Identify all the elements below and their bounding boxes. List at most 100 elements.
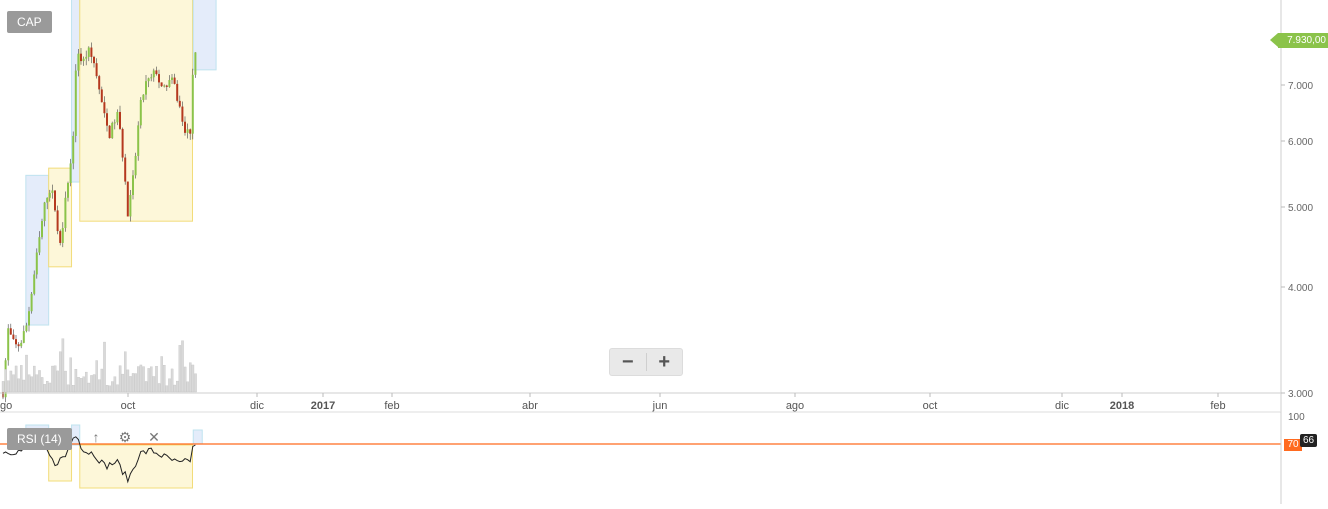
candles [2,42,197,403]
y-tick-label: 3.000 [1288,389,1313,400]
candle-body [145,81,147,95]
volume-bar [40,377,44,393]
candle-body [124,157,127,182]
volume-bar [20,365,23,393]
candle-body [54,190,56,211]
candle-body [30,293,33,312]
candle-body [155,70,158,75]
volume-bar [144,381,148,393]
volume-bar [181,340,184,393]
candle-body [77,53,80,71]
candle-body [150,77,153,79]
candle-body [142,94,145,100]
x-tick-label: jun [652,400,668,412]
y-tick-label: 7.000 [1288,81,1313,92]
candle-body [28,311,30,326]
x-tick-label: oct [923,400,938,412]
zoom-out-button[interactable]: − [621,350,634,373]
candle-body [80,53,82,62]
volume-bar [59,351,62,393]
volume-bar [108,385,111,393]
volume-bar [74,369,78,393]
x-tick-label: ago [786,400,804,412]
volume-bar [150,366,153,393]
close-icon[interactable]: ✕ [148,428,160,445]
candle-body [139,99,142,126]
rsi-zone-blue-4 [192,429,203,445]
candle-body [191,74,194,134]
symbol-tag[interactable]: CAP [7,11,52,33]
candle-body [59,231,62,243]
candle-body [85,56,88,59]
volume-bar [157,383,161,393]
volume-bar [61,338,65,393]
rsi-pane: 100 [0,412,1305,504]
volume-bar [85,371,88,393]
volume-bar [90,375,93,393]
zone-blue-4 [192,0,217,71]
volume-bar [82,376,85,393]
volume-bar [155,366,158,393]
candle-body [61,228,64,243]
candle-body [95,63,98,77]
candle-body [82,58,85,62]
volume-bar [98,379,101,393]
candle-body [119,111,121,129]
volume-bar [160,356,163,393]
volume-bar [35,374,39,393]
volume-bar [168,378,171,393]
gear-icon[interactable]: ⚙ [118,428,132,445]
volume-bar [173,384,176,393]
candle-body [93,56,95,64]
candle-body [7,328,10,361]
candle-body [38,237,41,253]
volume-bar [69,357,72,393]
volume-bar [111,381,114,393]
x-tick-label: abr [522,400,538,412]
volume-bar [147,368,150,393]
candle-body [106,113,108,126]
candle-body [64,197,67,229]
rsi-zone-yellow-3 [79,444,193,489]
volume-bar [33,365,36,393]
rsi-indicator-tag[interactable]: RSI (14) [7,428,72,450]
volume-bar [95,360,98,393]
candle-body [176,83,179,101]
candle-body [168,80,171,87]
volume-bar [77,377,80,393]
volume-bar [124,351,127,393]
candle-body [74,70,77,136]
candle-body [178,100,181,107]
last-price-label: 7.930,00 [1278,33,1328,48]
volume-bar [152,376,156,393]
volume-bar [116,384,119,393]
candle-body [126,181,129,217]
candle-body [43,202,46,222]
candle-body [134,155,137,176]
arrow-up-icon[interactable]: ↑ [92,429,100,445]
volume-bar [38,370,41,393]
candle-body [15,339,17,345]
candle-body [22,331,25,343]
price-zones [25,0,217,326]
zoom-in-button[interactable]: + [658,350,671,373]
candle-body [111,122,114,139]
candle-body [147,78,150,82]
volume-bar [43,384,46,393]
volume-bar [22,379,26,393]
volume-bar [105,385,109,393]
candle-body [171,77,173,81]
volume-bar [51,365,54,393]
volume-bar [121,373,124,393]
candle-body [69,163,72,184]
candle-body [121,128,124,158]
candle-body [33,274,36,294]
volume-bar [163,365,166,393]
rsi-level-label: 70 [1284,439,1302,451]
volume-bar [56,370,59,393]
volume-bar [118,365,122,393]
volume-bar [1,381,5,393]
candle-body [132,175,134,195]
